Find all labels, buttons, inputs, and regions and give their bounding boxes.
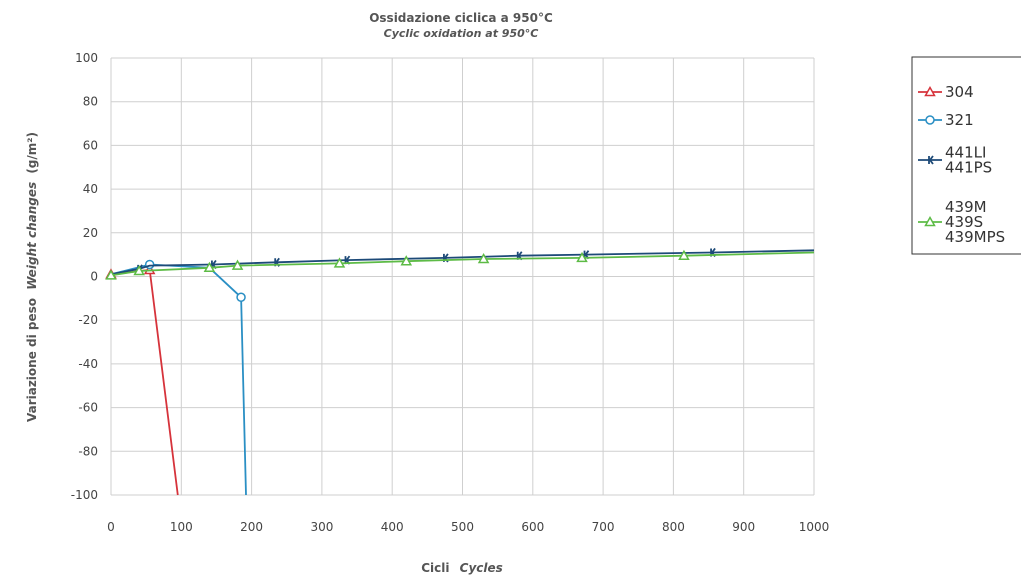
x-tick-label: 1000	[799, 520, 830, 534]
data-point	[203, 261, 216, 273]
x-tick-labels: 0 100 200 300 400 500 600 700 800 900 1000	[107, 520, 829, 534]
x-tick-label: 400	[381, 520, 404, 534]
legend-item: 321	[918, 111, 974, 129]
legend-label: 441LI 441PS	[945, 144, 992, 177]
legend-label-line: 439MPS	[945, 228, 1005, 246]
data-point	[924, 215, 936, 227]
series-439M	[105, 249, 815, 280]
legend-label-line: 439S	[945, 213, 983, 231]
data-point	[678, 249, 690, 260]
x-axis-label: Cicli	[421, 561, 449, 575]
x-tick-label: 900	[732, 520, 755, 534]
data-point	[231, 259, 244, 270]
y-tick-labels: 100 80 60 40 20 0 -20 -40 -60 -80 -100	[71, 51, 98, 502]
y-tick-label: 80	[83, 95, 98, 109]
legend-label-line: 321	[945, 111, 974, 129]
x-tick-label: 0	[107, 520, 115, 534]
x-tick-label: 100	[170, 520, 193, 534]
x-tick-label: 800	[662, 520, 685, 534]
y-axis-title: Variazione di peso Weight changes (g/m²)	[25, 132, 39, 422]
series-321	[110, 259, 247, 496]
chart-subtitle: Cyclic oxidation at 950°C	[384, 27, 539, 40]
y-tick-label: -100	[71, 488, 98, 502]
data-point	[236, 292, 246, 303]
data-point	[924, 85, 936, 97]
y-tick-label: -20	[78, 313, 98, 327]
data-point	[105, 269, 117, 280]
data-point	[925, 115, 935, 125]
grid	[110, 57, 815, 496]
legend-item: 304	[918, 83, 974, 101]
data-point	[333, 257, 346, 268]
legend: 304 321 441LI 441PS 439M 439S 439MPS	[918, 83, 1005, 246]
legend-item: 441LI 441PS	[918, 144, 992, 177]
legend-label-line: 441LI	[945, 144, 986, 162]
y-tick-label: -60	[78, 401, 98, 415]
y-axis-unit: (g/m²)	[25, 132, 39, 174]
x-tick-label: 600	[521, 520, 544, 534]
legend-label: 304	[945, 83, 974, 101]
series-304	[105, 263, 179, 496]
series-line	[110, 263, 247, 496]
data-point	[400, 255, 413, 266]
x-tick-label: 500	[451, 520, 474, 534]
chart-title: Ossidazione ciclica a 950°C	[369, 11, 553, 25]
data-point	[477, 252, 490, 264]
legend-item: 439M 439S 439MPS	[918, 198, 1005, 246]
x-tick-label: 700	[592, 520, 615, 534]
x-tick-label: 200	[240, 520, 263, 534]
legend-label: 321	[945, 111, 974, 129]
data-point	[928, 155, 934, 165]
legend-label-line: 439M	[945, 198, 987, 216]
y-tick-label: -40	[78, 357, 98, 371]
y-axis-label: Variazione di peso	[25, 298, 39, 422]
y-axis-label-en: Weight changes	[25, 182, 39, 290]
y-tick-label: 100	[75, 51, 98, 65]
x-axis-label-en: Cycles	[460, 561, 503, 575]
data-point	[576, 251, 588, 263]
y-tick-label: 60	[83, 138, 98, 152]
legend-label-line: 304	[945, 83, 974, 101]
y-tick-label: 20	[83, 226, 98, 240]
series-group	[105, 247, 815, 496]
x-tick-label: 300	[310, 520, 333, 534]
y-tick-label: 0	[90, 270, 98, 284]
series-line	[110, 251, 815, 277]
series-line	[110, 268, 179, 496]
x-axis-title: Cicli Cycles	[421, 561, 503, 575]
legend-label-line: 441PS	[945, 159, 992, 177]
data-point	[133, 265, 145, 276]
y-tick-label: 40	[83, 182, 98, 196]
y-tick-label: -80	[78, 444, 98, 458]
legend-label: 439M 439S 439MPS	[945, 198, 1005, 246]
